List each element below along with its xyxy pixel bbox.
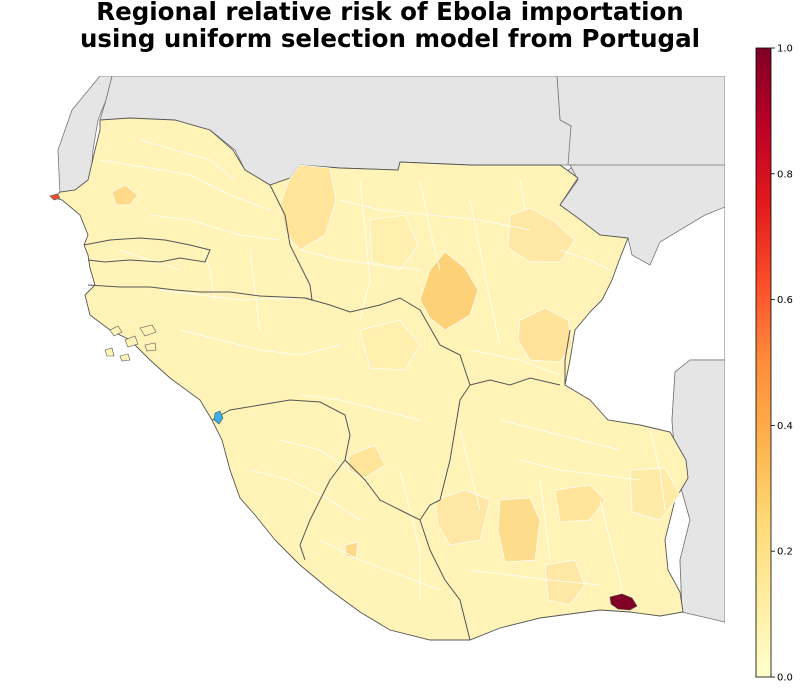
region-senegal-center [111, 184, 139, 206]
colorbar-tick-label: 0.6 [777, 295, 793, 306]
colorbar-ticks: 0.0 0.2 0.4 0.6 0.8 1.0 [771, 44, 793, 684]
colorbar-tick-label: 0.8 [777, 169, 793, 180]
map-title-line-1: Regional relative risk of Ebola importat… [96, 0, 684, 26]
region-ivory-west [434, 489, 491, 546]
region-ivory-east [629, 467, 681, 521]
region-mali-east [507, 207, 576, 263]
map-area [49, 76, 725, 641]
region-ivory-center [497, 497, 541, 563]
region-ivory-north [554, 484, 606, 523]
colorbar-tick-label: 0.0 [777, 673, 793, 684]
region-dakar [49, 193, 61, 201]
region-guinea-forest [347, 444, 386, 479]
colorbar-tick-label: 1.0 [777, 44, 793, 55]
region-source-freetown [213, 410, 224, 425]
colorbar-tick-label: 0.4 [777, 421, 793, 432]
map-title: Regional relative risk of Ebola importat… [0, 0, 780, 52]
country-boundaries [83, 184, 571, 641]
colorbar: 0.0 0.2 0.4 0.6 0.8 1.0 [755, 44, 793, 684]
map-title-line-2: using uniform selection model from Portu… [79, 24, 701, 53]
region-mali-central [419, 251, 479, 331]
region-max-risk-abidjan [609, 593, 638, 611]
colorbar-bar [755, 47, 772, 678]
region-guinea-east [359, 319, 421, 371]
region-ivory-south [544, 559, 586, 606]
colorbar-tick-label: 0.2 [777, 547, 793, 558]
bijagos-islands [104, 324, 157, 362]
region-mali-west [369, 214, 419, 271]
